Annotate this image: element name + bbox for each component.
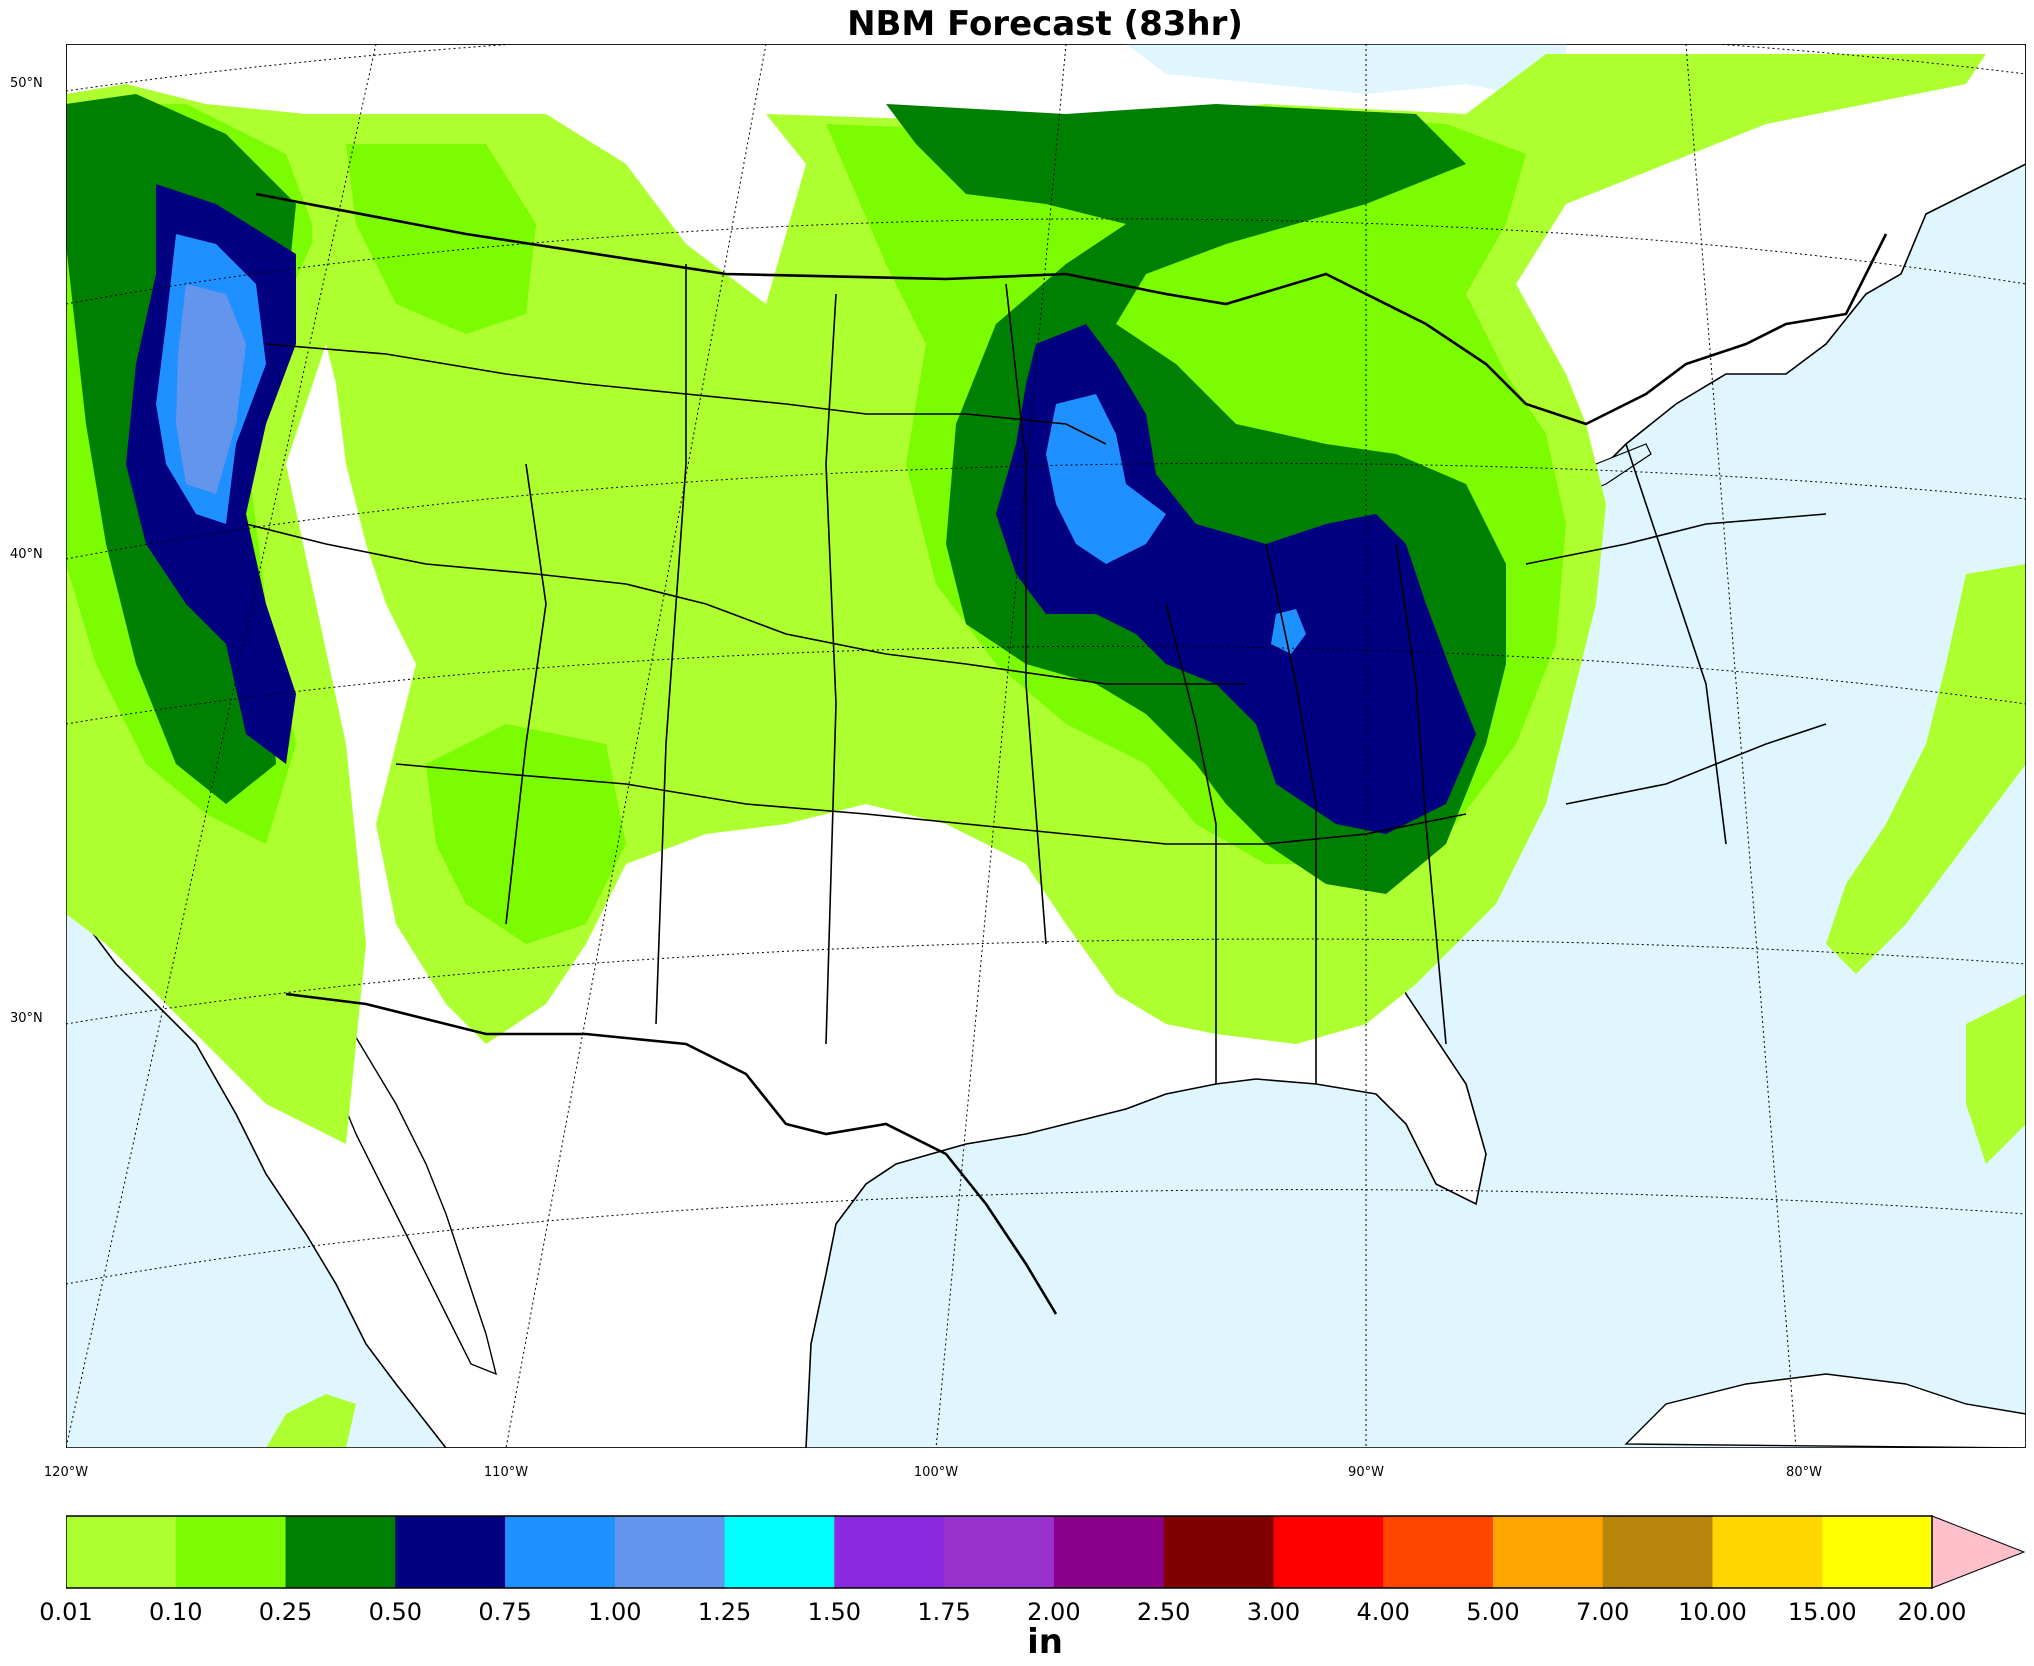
colorbar-tick-label: 0.01	[39, 1598, 93, 1626]
land-baja	[330, 1001, 498, 1376]
colorbar-segment	[505, 1516, 616, 1588]
colorbar-tick-label: 0.10	[149, 1598, 203, 1626]
precipitation-map	[66, 44, 2026, 1448]
colorbar-tick-label: 7.00	[1575, 1598, 1630, 1626]
parallel-45	[66, 218, 2026, 305]
colorbar-segment	[724, 1516, 835, 1588]
precip-west-coast	[66, 84, 386, 1144]
colorbar-tick-label: 1.00	[588, 1598, 642, 1626]
colorbar-extend-triangle	[1931, 1515, 2026, 1589]
colorbar-segment	[834, 1516, 945, 1588]
colorbar-segment	[1383, 1516, 1494, 1588]
colorbar-tick-label: 10.00	[1678, 1598, 1747, 1626]
hudson-bay-water	[1126, 44, 1566, 104]
precip-atlantic	[266, 564, 2026, 1448]
colorbar-tick-label: 1.25	[697, 1598, 752, 1626]
meridian-100	[935, 44, 1067, 1448]
colorbar-tick-label: 0.25	[258, 1598, 313, 1626]
lat-label-40: 40°N	[10, 547, 43, 562]
lat-label-30: 30°N	[10, 1011, 43, 1026]
colorbar-segment	[1053, 1516, 1165, 1588]
colorbar-segment	[1602, 1516, 1713, 1588]
colorbar-tick-label: 1.75	[917, 1598, 971, 1626]
graticule	[66, 44, 2026, 1448]
colorbar-segment	[1163, 1516, 1274, 1588]
colorbar	[66, 1515, 2026, 1589]
colorbar-tick-label: 4.00	[1356, 1598, 1410, 1626]
colorbar-segment	[395, 1516, 506, 1588]
lon-label-80: 80°W	[1786, 1465, 1822, 1480]
us-mexico-border	[285, 992, 1058, 1315]
colorbar-tick-label: 15.00	[1787, 1598, 1857, 1626]
parallel-40	[66, 462, 2026, 560]
political-boundaries	[245, 192, 1888, 1315]
lon-label-120: 120°W	[43, 1465, 89, 1480]
colorbar-units: in	[1027, 1622, 1063, 1662]
parallel-25	[66, 1189, 2026, 1285]
lon-label-110: 110°W	[483, 1465, 529, 1480]
colorbar-frame	[66, 1515, 1933, 1589]
colorbar-segment	[175, 1516, 287, 1588]
colorbar-segment	[285, 1516, 396, 1588]
colorbar-segment	[1712, 1516, 1823, 1588]
colorbar-tick-label: 1.50	[807, 1598, 862, 1626]
land-cuba	[1624, 1373, 2026, 1448]
colorbar-segment	[944, 1516, 1055, 1588]
us-canada-border	[255, 192, 1888, 426]
colorbar-tick-label: 5.00	[1466, 1598, 1520, 1626]
colorbar-segment	[1492, 1516, 1604, 1588]
lon-label-100: 100°W	[913, 1465, 959, 1480]
colorbar-tick-label: 2.50	[1136, 1598, 1191, 1626]
colorbar-segments	[66, 1516, 1933, 1588]
colorbar-segment	[1273, 1516, 1384, 1588]
colorbar-tick-label: 0.75	[478, 1598, 532, 1626]
colorbar-tick-label: 3.00	[1246, 1598, 1301, 1626]
colorbar-tick-label: 2.00	[1027, 1598, 1081, 1626]
map-title: NBM Forecast (83hr)	[847, 4, 1243, 44]
colorbar-segment	[614, 1516, 726, 1588]
colorbar-segment	[66, 1516, 177, 1588]
lat-label-50: 50°N	[10, 76, 43, 91]
colorbar-segment	[1822, 1516, 1933, 1588]
colorbar-tick-label: 20.00	[1897, 1598, 1967, 1626]
lon-label-90: 90°W	[1348, 1465, 1384, 1480]
colorbar-tick-label: 0.50	[368, 1598, 422, 1626]
